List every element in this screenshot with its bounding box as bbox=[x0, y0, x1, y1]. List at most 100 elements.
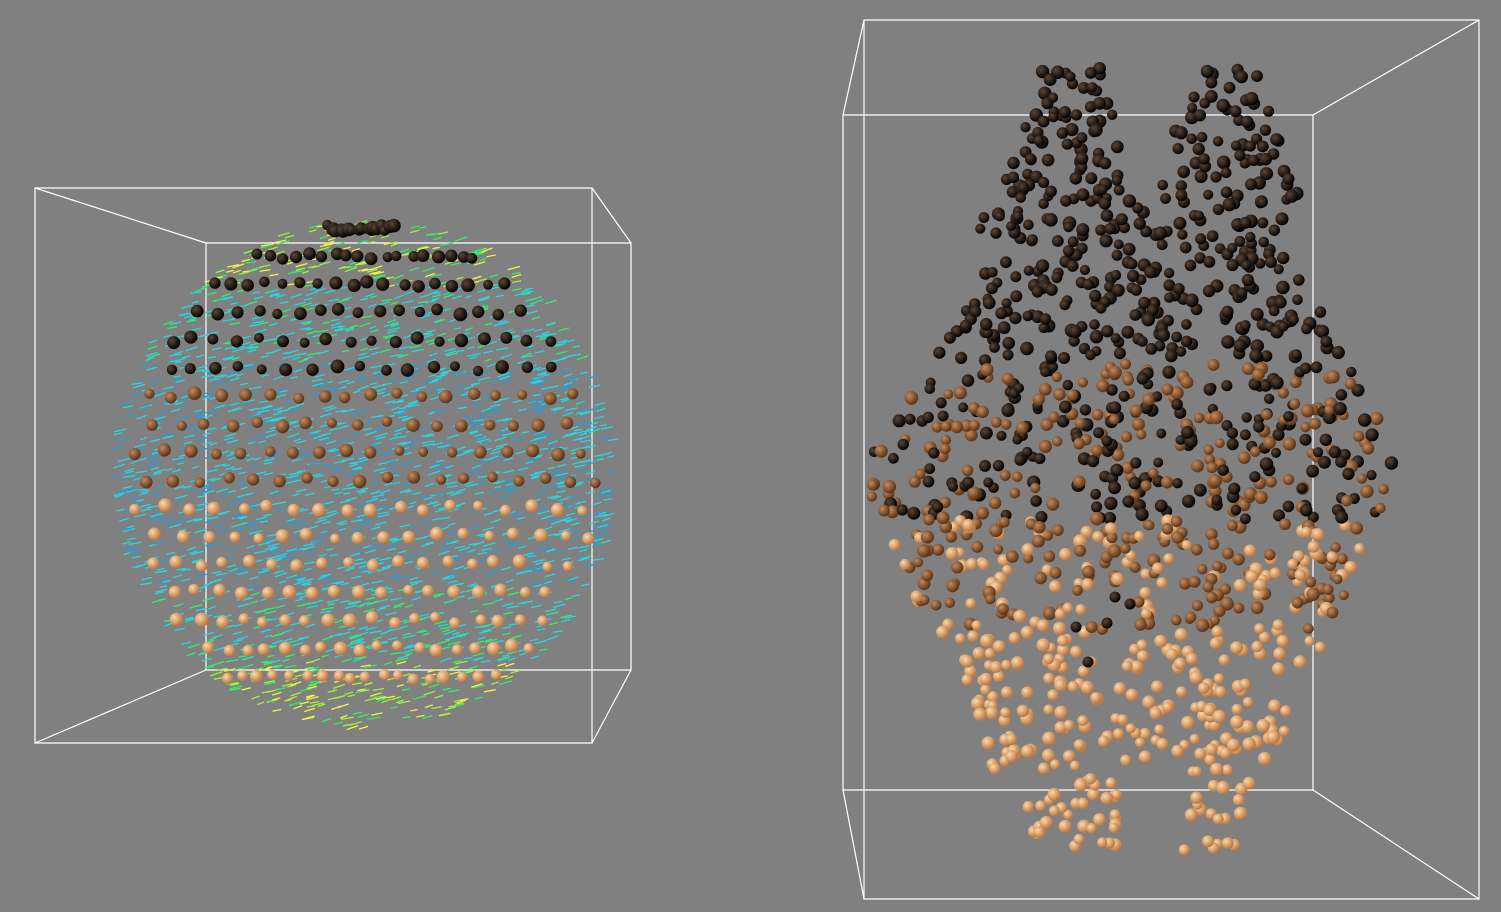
particle-sphere bbox=[504, 638, 519, 653]
particle-sphere bbox=[1239, 678, 1251, 690]
field-arrow bbox=[150, 378, 161, 383]
field-arrow bbox=[580, 583, 590, 587]
particle-sphere bbox=[931, 421, 943, 433]
field-arrow bbox=[530, 295, 543, 301]
field-arrow bbox=[580, 445, 590, 450]
field-arrow bbox=[496, 479, 506, 485]
field-arrow bbox=[453, 389, 462, 393]
particle-sphere bbox=[1149, 707, 1162, 720]
field-arrow bbox=[436, 445, 446, 449]
field-arrow bbox=[429, 463, 440, 469]
field-arrow bbox=[237, 526, 249, 532]
field-arrow bbox=[337, 703, 349, 709]
field-arrow bbox=[450, 262, 462, 266]
field-arrow bbox=[383, 452, 393, 456]
field-arrow bbox=[274, 571, 288, 578]
field-arrow bbox=[444, 347, 456, 353]
particle-sphere bbox=[1136, 650, 1149, 663]
field-arrow bbox=[363, 608, 375, 613]
field-arrow bbox=[359, 601, 371, 607]
field-arrow bbox=[196, 490, 209, 495]
particle-sphere bbox=[1108, 401, 1122, 414]
field-arrow bbox=[354, 549, 363, 553]
field-arrow bbox=[233, 667, 244, 671]
field-arrow bbox=[188, 327, 202, 332]
particle-sphere bbox=[501, 445, 514, 458]
field-arrow bbox=[484, 638, 498, 643]
field-arrow bbox=[433, 595, 441, 598]
field-arrow bbox=[466, 483, 479, 488]
field-arrow bbox=[287, 479, 301, 484]
field-arrow bbox=[249, 576, 258, 580]
particle-sphere bbox=[1063, 719, 1075, 731]
particle-sphere bbox=[582, 532, 595, 545]
field-arrow bbox=[541, 331, 550, 335]
field-arrow bbox=[310, 392, 322, 397]
particle-sphere bbox=[1156, 577, 1168, 589]
field-arrow bbox=[399, 380, 409, 385]
field-arrow bbox=[317, 382, 329, 387]
field-arrow bbox=[247, 348, 257, 353]
field-arrow bbox=[500, 487, 512, 491]
field-arrow bbox=[483, 358, 492, 362]
field-arrow bbox=[402, 418, 411, 421]
field-arrow bbox=[320, 573, 331, 578]
field-arrow bbox=[296, 578, 305, 583]
field-arrow bbox=[168, 523, 182, 529]
field-arrow bbox=[371, 428, 381, 433]
particle-sphere bbox=[1133, 217, 1147, 230]
particle-sphere bbox=[1035, 800, 1047, 812]
particle-sphere bbox=[1202, 835, 1214, 848]
field-arrow bbox=[306, 330, 317, 335]
field-arrow bbox=[276, 409, 289, 413]
field-arrow bbox=[215, 380, 227, 386]
field-arrow bbox=[266, 538, 278, 544]
field-arrow bbox=[285, 520, 295, 525]
field-arrow bbox=[211, 346, 222, 351]
particle-sphere bbox=[1165, 648, 1179, 661]
field-arrow bbox=[194, 517, 202, 521]
particle-sphere bbox=[1058, 819, 1072, 833]
field-arrow bbox=[369, 295, 378, 299]
particle-sphere bbox=[1048, 411, 1060, 423]
field-arrow bbox=[432, 246, 440, 250]
particle-sphere bbox=[980, 363, 994, 377]
field-arrow bbox=[477, 376, 490, 381]
field-arrow bbox=[149, 456, 162, 461]
field-arrow bbox=[367, 716, 381, 721]
field-arrow bbox=[303, 297, 313, 301]
field-arrow bbox=[309, 700, 320, 704]
field-arrow bbox=[212, 570, 222, 574]
particle-sphere bbox=[1184, 259, 1197, 272]
field-arrow bbox=[338, 522, 347, 526]
field-arrow bbox=[427, 669, 437, 673]
particle-sphere bbox=[1138, 296, 1151, 310]
field-arrow bbox=[304, 707, 316, 713]
field-arrow bbox=[533, 455, 542, 459]
particle-sphere bbox=[303, 247, 316, 261]
field-arrow bbox=[306, 327, 314, 331]
particle-sphere bbox=[1249, 471, 1261, 483]
particle-sphere bbox=[215, 388, 229, 402]
field-arrow bbox=[440, 526, 450, 531]
field-arrow bbox=[511, 273, 522, 279]
field-arrow bbox=[370, 692, 382, 697]
particle-sphere bbox=[1023, 553, 1034, 564]
particle-sphere bbox=[1214, 438, 1225, 449]
field-arrow bbox=[583, 563, 596, 569]
field-arrow bbox=[306, 604, 319, 609]
particle-sphere bbox=[458, 472, 470, 484]
particle-sphere bbox=[1176, 686, 1187, 698]
field-arrow bbox=[474, 248, 484, 253]
particle-sphere bbox=[998, 516, 1010, 528]
field-arrow bbox=[501, 566, 511, 571]
field-arrow bbox=[426, 329, 436, 333]
field-arrow bbox=[548, 466, 556, 470]
field-arrow bbox=[511, 436, 525, 441]
field-arrow bbox=[261, 405, 273, 410]
particle-sphere bbox=[197, 418, 210, 430]
field-arrow bbox=[380, 235, 390, 239]
particle-sphere bbox=[1230, 641, 1243, 655]
particle-sphere bbox=[539, 586, 551, 598]
